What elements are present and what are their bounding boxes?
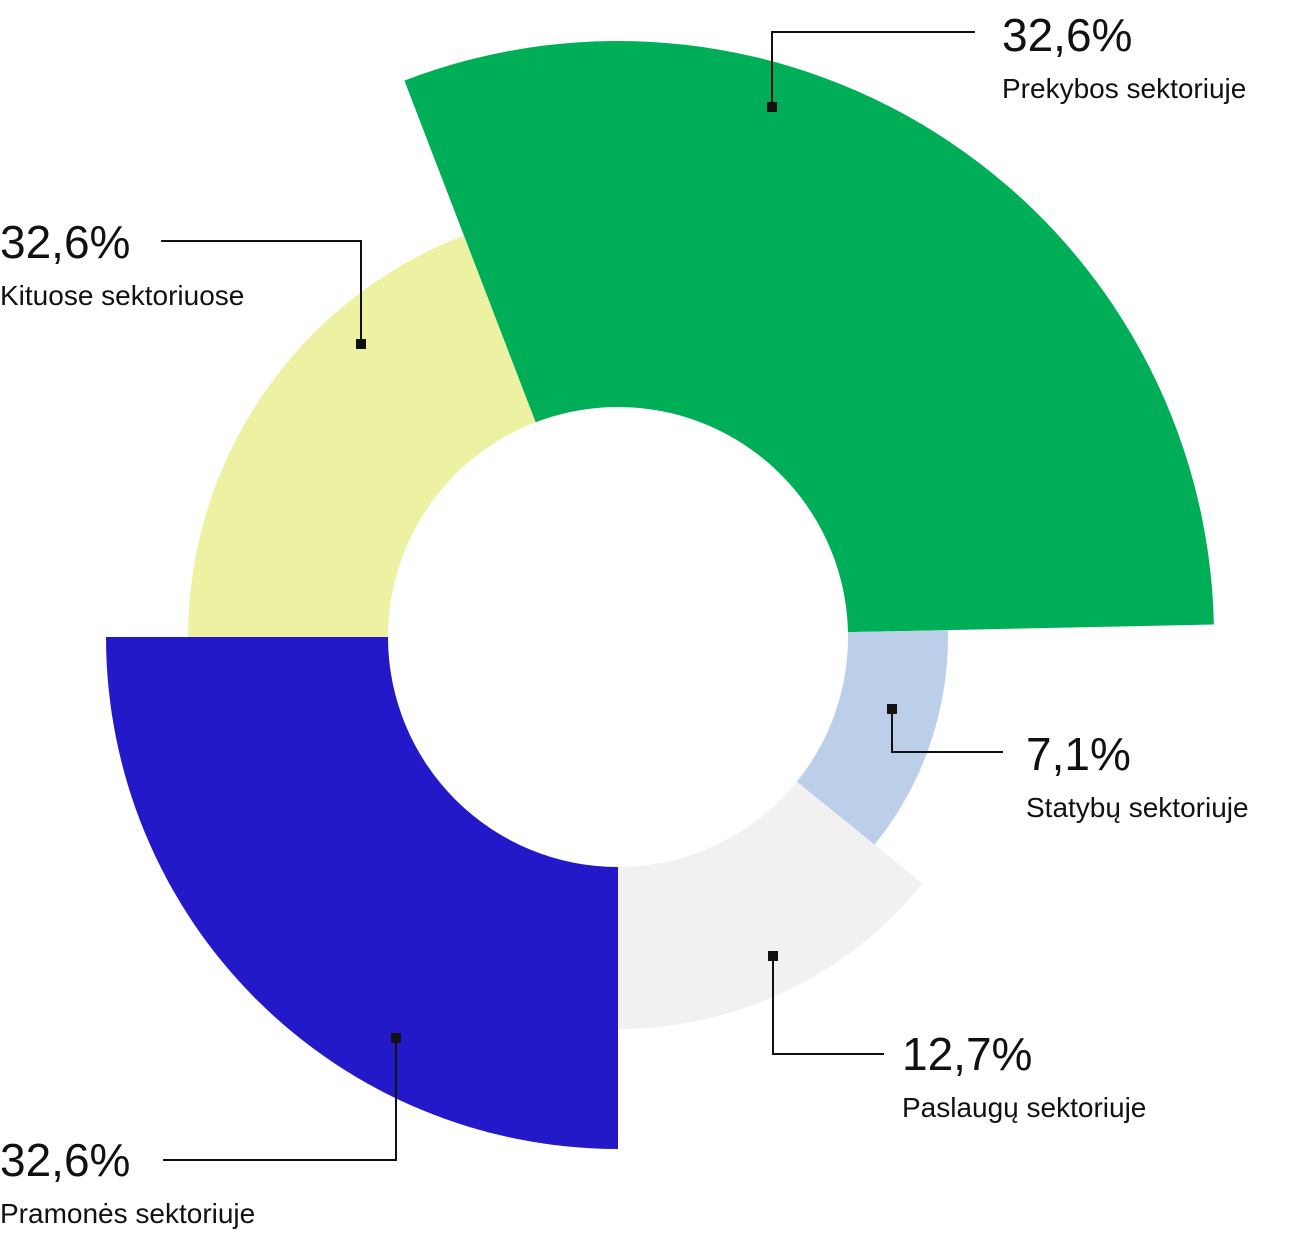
annotation-pramones: 32,6% Pramonės sektoriuje (0, 1033, 401, 1229)
slice-value-label: 32,6% (0, 1134, 130, 1186)
annotation-kituose: 32,6% Kituose sektoriuose (0, 216, 366, 349)
leader-marker (767, 102, 777, 112)
slice-value-label: 7,1% (1026, 728, 1131, 780)
slice-kituose (188, 235, 536, 637)
slice-pramones (106, 637, 618, 1149)
slice-value-label: 12,7% (902, 1028, 1032, 1080)
slice-category-label: Prekybos sektoriuje (1002, 73, 1246, 104)
annotation-paslaugu: 12,7% Paslaugų sektoriuje (768, 951, 1146, 1123)
slice-prekybos (404, 41, 1214, 633)
chart-slices (106, 41, 1214, 1149)
leader-line (771, 31, 975, 107)
leader-marker (887, 704, 897, 714)
slice-category-label: Statybų sektoriuje (1026, 792, 1249, 823)
leader-line (161, 240, 362, 344)
leader-line (772, 956, 884, 1055)
slice-statybu (796, 630, 948, 845)
leader-line (163, 1038, 397, 1161)
slice-category-label: Pramonės sektoriuje (0, 1198, 255, 1229)
annotation-prekybos: 32,6% Prekybos sektoriuje (767, 9, 1246, 112)
leader-marker (768, 951, 778, 961)
annotation-statybu: 7,1% Statybų sektoriuje (887, 704, 1249, 823)
slice-category-label: Paslaugų sektoriuje (902, 1092, 1146, 1123)
slice-paslaugu (618, 781, 923, 1029)
slice-value-label: 32,6% (1002, 9, 1132, 61)
leader-marker (391, 1033, 401, 1043)
leader-marker (356, 339, 366, 349)
slice-category-label: Kituose sektoriuose (0, 280, 244, 311)
leader-line (891, 709, 1003, 753)
slice-value-label: 32,6% (0, 216, 130, 268)
